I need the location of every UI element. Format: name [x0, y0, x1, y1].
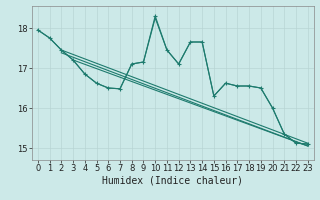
X-axis label: Humidex (Indice chaleur): Humidex (Indice chaleur) [102, 176, 243, 186]
